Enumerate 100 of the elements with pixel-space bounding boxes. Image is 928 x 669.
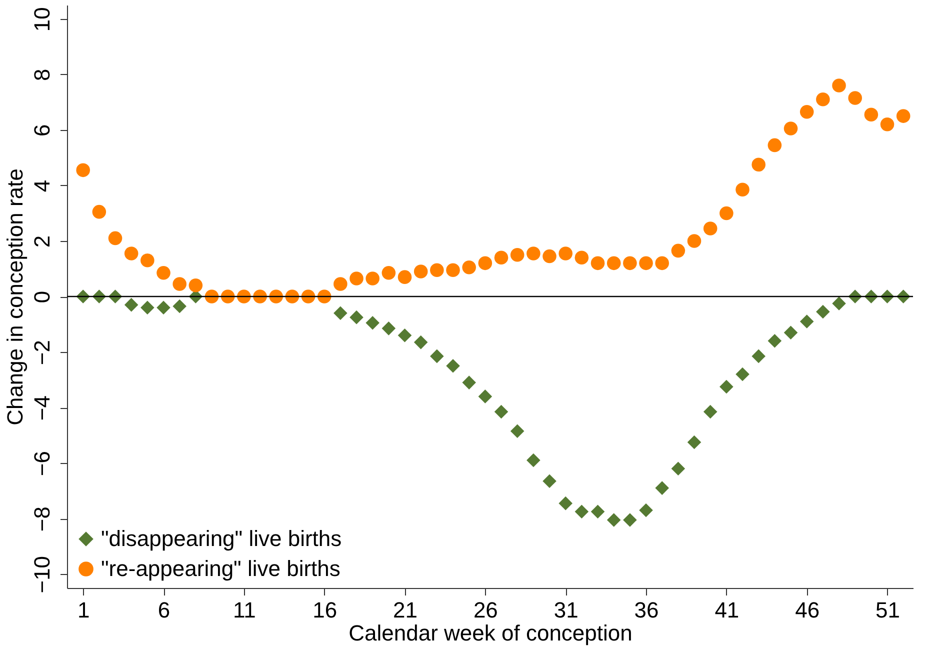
point bbox=[494, 250, 508, 265]
point bbox=[687, 234, 702, 248]
point bbox=[366, 316, 380, 330]
point bbox=[606, 513, 621, 527]
point bbox=[671, 244, 686, 258]
point bbox=[720, 380, 734, 394]
point bbox=[590, 504, 605, 519]
point bbox=[510, 424, 524, 438]
y-tick-label: 0 bbox=[30, 290, 54, 304]
legend-label: "disappearing" live births bbox=[101, 526, 342, 551]
x-tick-label: 1 bbox=[77, 598, 90, 622]
y-tick-label: −10 bbox=[30, 556, 54, 594]
point bbox=[639, 256, 653, 270]
point bbox=[510, 248, 524, 262]
point bbox=[108, 231, 122, 246]
point bbox=[446, 263, 460, 278]
point bbox=[446, 359, 460, 373]
point bbox=[237, 290, 251, 304]
point bbox=[639, 503, 653, 518]
point bbox=[848, 91, 862, 105]
point bbox=[606, 256, 621, 270]
point bbox=[140, 254, 154, 268]
point bbox=[832, 296, 846, 310]
point bbox=[671, 462, 686, 476]
point bbox=[414, 335, 428, 350]
point bbox=[478, 256, 492, 270]
point bbox=[542, 474, 556, 488]
point bbox=[703, 404, 718, 419]
point bbox=[76, 163, 90, 178]
y-tick-label: 6 bbox=[30, 124, 54, 137]
point bbox=[720, 206, 734, 220]
point bbox=[430, 349, 444, 364]
point bbox=[816, 304, 830, 319]
y-tick-label: −8 bbox=[30, 506, 54, 532]
x-axis-title: Calendar week of conception bbox=[348, 620, 632, 646]
point bbox=[124, 246, 138, 260]
x-tick-label: 26 bbox=[473, 598, 498, 622]
point bbox=[140, 300, 154, 314]
point bbox=[703, 222, 718, 236]
point bbox=[800, 314, 814, 328]
point bbox=[736, 367, 750, 382]
point bbox=[574, 504, 589, 519]
y-tick-label: 4 bbox=[30, 180, 54, 192]
point bbox=[784, 122, 798, 136]
y-tick-label: 2 bbox=[30, 235, 54, 248]
point bbox=[204, 290, 219, 304]
y-tick-label: 10 bbox=[30, 7, 54, 32]
point bbox=[574, 250, 589, 265]
point bbox=[398, 328, 412, 342]
point bbox=[462, 260, 476, 274]
point bbox=[623, 513, 637, 527]
point bbox=[430, 263, 444, 278]
x-tick-label: 16 bbox=[312, 598, 338, 622]
point bbox=[784, 326, 798, 340]
point bbox=[253, 290, 267, 304]
point bbox=[800, 105, 814, 119]
y-tick-label: −4 bbox=[30, 396, 54, 421]
point bbox=[285, 290, 300, 304]
point bbox=[558, 496, 572, 510]
x-tick-label: 46 bbox=[795, 598, 820, 622]
point bbox=[92, 204, 106, 219]
point bbox=[334, 306, 348, 320]
x-tick-label: 6 bbox=[158, 598, 170, 622]
y-tick-label: −2 bbox=[30, 340, 54, 366]
point bbox=[752, 349, 766, 364]
point bbox=[398, 270, 412, 284]
y-tick-label: −6 bbox=[30, 451, 54, 476]
point bbox=[382, 322, 396, 336]
point bbox=[816, 92, 830, 106]
point bbox=[896, 109, 910, 123]
point bbox=[350, 272, 364, 286]
legend-label: "re-appearing" live births bbox=[101, 556, 340, 581]
point bbox=[414, 264, 428, 278]
x-tick-label: 21 bbox=[393, 598, 418, 622]
point bbox=[736, 182, 750, 196]
point bbox=[880, 118, 894, 132]
point bbox=[558, 246, 572, 260]
x-tick-label: 51 bbox=[876, 598, 900, 622]
point bbox=[687, 435, 702, 450]
point bbox=[590, 256, 605, 270]
point bbox=[156, 266, 170, 280]
point bbox=[172, 277, 186, 291]
point bbox=[655, 256, 669, 270]
x-tick-label: 31 bbox=[554, 598, 578, 622]
point bbox=[752, 158, 766, 172]
point bbox=[269, 290, 283, 304]
point bbox=[526, 246, 540, 260]
point bbox=[542, 249, 556, 264]
point bbox=[494, 404, 508, 419]
point bbox=[366, 272, 380, 286]
point bbox=[832, 78, 846, 92]
point bbox=[220, 290, 235, 304]
point bbox=[382, 266, 396, 280]
point bbox=[350, 310, 364, 324]
point bbox=[623, 256, 637, 270]
x-tick-label: 41 bbox=[714, 598, 740, 622]
point bbox=[172, 299, 186, 314]
point bbox=[301, 290, 316, 304]
point bbox=[124, 298, 138, 312]
point bbox=[188, 278, 203, 292]
